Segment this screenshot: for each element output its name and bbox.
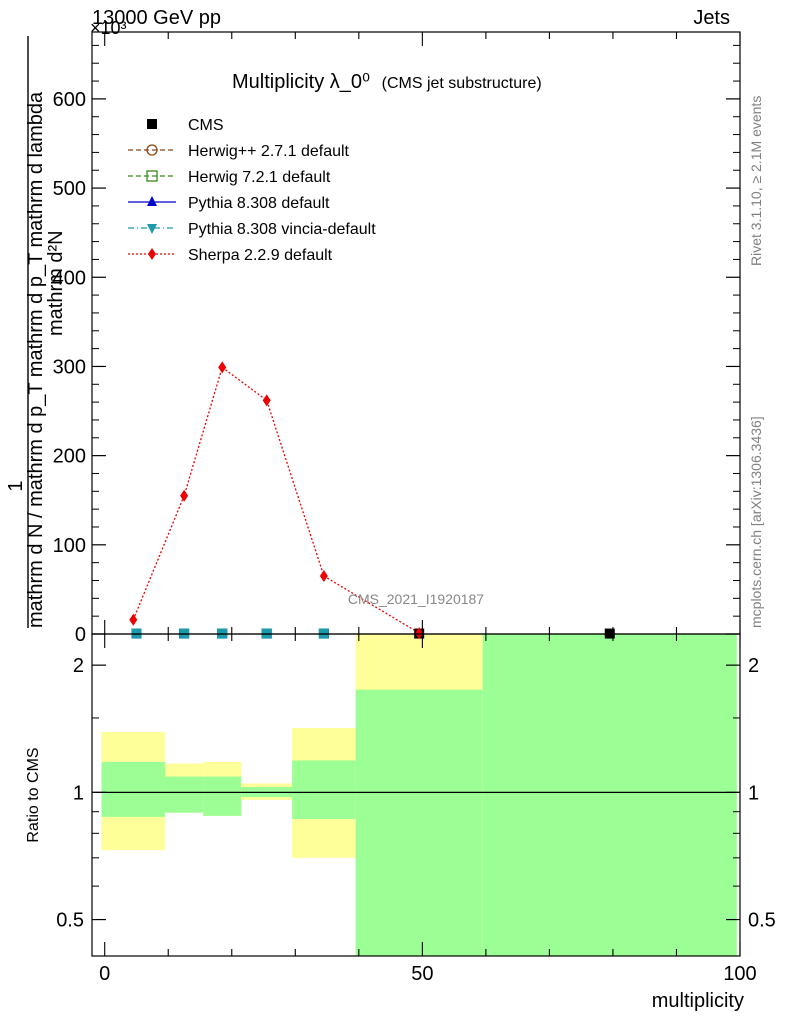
main-ytick-label: 100 bbox=[53, 535, 86, 557]
legend: CMS Herwig++ 2.7.1 default Herwig 7.2.1 de… bbox=[128, 117, 376, 264]
main-ylabel-denominator: mathrm d N / mathrm d p_T mathrm d p_T m… bbox=[25, 91, 47, 628]
main-ytick-label: 0 bbox=[75, 624, 86, 646]
ratio-stat-band bbox=[292, 760, 356, 819]
ratio-ytick-label-right: 1 bbox=[748, 782, 759, 804]
axis-multiplier: ×10³ bbox=[90, 18, 127, 38]
data-point-sherpa-2-2-9-default bbox=[180, 489, 189, 502]
legend-marker bbox=[147, 119, 157, 129]
legend-marker bbox=[148, 248, 156, 260]
data-point-sherpa-2-2-9-default bbox=[415, 627, 424, 640]
legend-item-cms: CMS bbox=[147, 117, 224, 134]
plot-title-group: Multiplicity λ_0⁰ (CMS jet substructure) bbox=[232, 71, 542, 93]
plot-title: Multiplicity λ_0⁰ bbox=[232, 71, 370, 93]
legend-label: Pythia 8.308 default bbox=[188, 195, 330, 212]
legend-label: Sherpa 2.2.9 default bbox=[188, 247, 333, 264]
main-axis-ticks: 0 100 200 300 400 500 600 bbox=[53, 32, 741, 646]
header-left: 13000 GeV pp bbox=[92, 7, 221, 29]
ratio-ytick-label-right: 0.5 bbox=[748, 910, 776, 932]
legend-marker bbox=[146, 170, 158, 182]
main-ytick-label: 600 bbox=[53, 89, 86, 111]
series-sherpa-2-2-9-default bbox=[129, 361, 424, 640]
main-ytick-label: 500 bbox=[53, 178, 86, 200]
main-ytick-label: 400 bbox=[53, 267, 86, 289]
legend-marker bbox=[147, 224, 157, 234]
ratio-stat-band bbox=[482, 634, 737, 956]
rivet-label: Rivet 3.1.10, ≥ 2.1M events bbox=[748, 96, 764, 266]
ratio-ytick-label: 1 bbox=[73, 782, 84, 804]
ratio-xtick-label: 50 bbox=[411, 963, 433, 985]
data-point-sherpa-2-2-9-default bbox=[218, 361, 227, 374]
main-ylabel-numerator: 1 bbox=[5, 480, 27, 491]
legend-label: CMS bbox=[188, 117, 224, 134]
data-point-sherpa-2-2-9-default bbox=[262, 394, 271, 407]
legend-item-herwig-7-2-1-default: Herwig 7.2.1 default bbox=[128, 169, 331, 186]
legend-item-sherpa-2-2-9-default: Sherpa 2.2.9 default bbox=[128, 247, 333, 264]
legend-item-pythia-8-308-vincia-default: Pythia 8.308 vincia-default bbox=[128, 221, 376, 238]
main-ytick-label: 200 bbox=[53, 446, 86, 468]
ratio-bands bbox=[101, 634, 737, 956]
legend-marker bbox=[147, 196, 157, 206]
ratio-stat-band bbox=[165, 776, 204, 813]
legend-label: Pythia 8.308 vincia-default bbox=[188, 221, 376, 238]
ratio-axis-ticks: 0.5 0.5 1 1 2 2 0 50 100 bbox=[56, 634, 776, 985]
legend-item-pythia-8-308-default: Pythia 8.308 default bbox=[128, 195, 330, 212]
legend-marker bbox=[146, 144, 158, 156]
data-point-sherpa-2-2-9-default bbox=[319, 570, 328, 583]
plot-subtitle: (CMS jet substructure) bbox=[382, 75, 542, 92]
ratio-stat-band bbox=[101, 761, 166, 817]
analysis-watermark: CMS_2021_I1920187 bbox=[348, 591, 484, 607]
mcplots-label: mcplots.cern.ch [arXiv:1306.3436] bbox=[748, 416, 764, 628]
header-right: Jets bbox=[693, 7, 730, 29]
ratio-frame bbox=[91, 633, 741, 957]
main-ytick-label: 300 bbox=[53, 356, 86, 378]
x-axis-label: multiplicity bbox=[652, 990, 744, 1012]
data-point-sherpa-2-2-9-default bbox=[129, 613, 138, 626]
ratio-ytick-label: 0.5 bbox=[56, 910, 84, 932]
ratio-stat-band bbox=[355, 689, 483, 956]
legend-label: Herwig 7.2.1 default bbox=[188, 169, 331, 186]
main-ylabel-top: mathrm d²N bbox=[45, 230, 67, 336]
ratio-ylabel: Ratio to CMS bbox=[25, 747, 42, 842]
ratio-ytick-label: 2 bbox=[73, 655, 84, 677]
main-ylabel: 1 mathrm d²N mathrm d N / mathrm d p_T m… bbox=[5, 36, 67, 628]
legend-item-herwig-2-7-1-default: Herwig++ 2.7.1 default bbox=[128, 143, 350, 160]
ratio-xtick-label: 0 bbox=[99, 963, 110, 985]
legend-label: Herwig++ 2.7.1 default bbox=[188, 143, 350, 160]
ratio-ytick-label-right: 2 bbox=[748, 655, 759, 677]
ratio-xtick-label: 100 bbox=[723, 963, 756, 985]
ratio-stat-band bbox=[203, 776, 242, 816]
